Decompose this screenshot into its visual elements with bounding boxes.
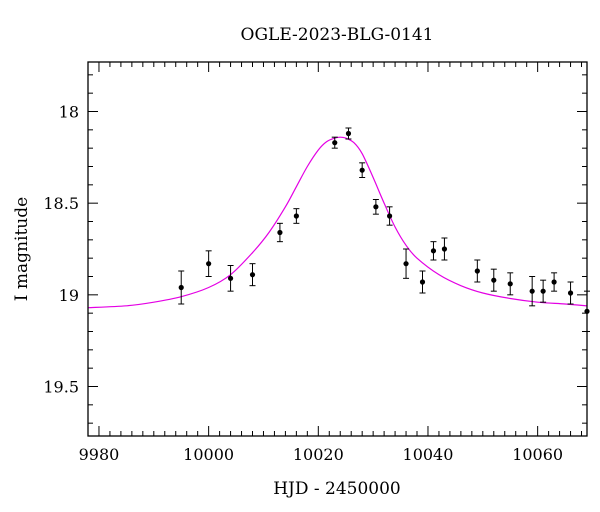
data-marker (178, 284, 184, 291)
data-marker (359, 167, 365, 173)
data-point (430, 241, 437, 261)
x-axis-title: HJD - 2450000 (273, 479, 401, 499)
data-marker (430, 248, 437, 254)
data-point (386, 206, 393, 226)
x-tick-label: 10000 (183, 445, 234, 464)
y-tick-label: 18 (59, 103, 79, 122)
data-point (276, 222, 283, 243)
data-point (372, 199, 379, 215)
data-point (178, 270, 185, 305)
data-marker (567, 290, 574, 296)
data-point (490, 268, 497, 292)
x-tick-label: 10020 (293, 445, 344, 464)
data-point (403, 248, 410, 279)
data-marker (540, 288, 546, 294)
data-point (227, 265, 234, 292)
data-marker (293, 213, 299, 219)
data-marker (403, 261, 409, 267)
axis-ticks (87, 62, 587, 436)
data-point (551, 272, 558, 292)
data-point (540, 279, 547, 303)
data-points-layer (178, 127, 590, 332)
model-curve (88, 136, 587, 309)
data-marker (345, 130, 352, 137)
data-point (249, 263, 256, 287)
y-axis-title: I magnitude (12, 197, 32, 301)
data-marker (373, 204, 379, 210)
data-point (529, 276, 536, 307)
data-point (331, 136, 338, 149)
data-marker (551, 279, 557, 285)
data-marker (386, 213, 393, 219)
x-tick-label: 10060 (512, 445, 563, 464)
plot-frame (87, 61, 588, 437)
data-point (419, 270, 426, 294)
data-point (293, 208, 300, 224)
data-point (567, 281, 574, 305)
data-marker (249, 272, 256, 278)
y-tick-label: 19.5 (43, 378, 79, 397)
data-point (441, 237, 448, 261)
chart-title: OGLE-2023-BLG-0141 (241, 25, 434, 45)
data-marker (507, 281, 513, 287)
tick-labels: 9980 10000 10020 10040 10060 18 18.5 19 19.5 (43, 103, 563, 465)
data-marker (441, 246, 448, 252)
x-tick-label: 10040 (403, 445, 454, 464)
data-marker (206, 261, 212, 267)
data-point (359, 162, 366, 178)
data-marker (474, 268, 480, 274)
data-point (474, 259, 481, 283)
x-tick-label: 9980 (79, 445, 120, 464)
data-point (205, 250, 212, 277)
data-point (345, 127, 352, 140)
data-marker (529, 288, 535, 294)
data-marker (227, 275, 234, 281)
data-point (507, 272, 514, 296)
data-marker (419, 279, 426, 285)
y-tick-label: 18.5 (43, 194, 79, 213)
data-marker (277, 229, 283, 236)
data-marker (332, 140, 338, 146)
y-tick-label: 19 (59, 286, 79, 305)
model-curve-layer (88, 136, 587, 309)
data-marker (491, 277, 497, 283)
